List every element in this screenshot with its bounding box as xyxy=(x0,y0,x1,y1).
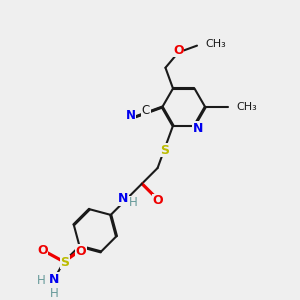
Text: N: N xyxy=(193,122,203,135)
Text: CH₃: CH₃ xyxy=(237,102,258,112)
Text: O: O xyxy=(152,194,163,207)
Text: C: C xyxy=(142,104,150,117)
Text: O: O xyxy=(75,244,86,257)
Text: CH₃: CH₃ xyxy=(206,39,226,49)
Text: H: H xyxy=(50,286,59,299)
Text: S: S xyxy=(61,256,70,269)
Text: O: O xyxy=(37,244,48,257)
Text: N: N xyxy=(49,273,60,286)
Text: H: H xyxy=(37,274,45,287)
Text: H: H xyxy=(129,196,137,209)
Text: O: O xyxy=(173,44,184,57)
Text: N: N xyxy=(118,192,128,205)
Text: S: S xyxy=(160,144,169,157)
Text: N: N xyxy=(126,110,136,122)
